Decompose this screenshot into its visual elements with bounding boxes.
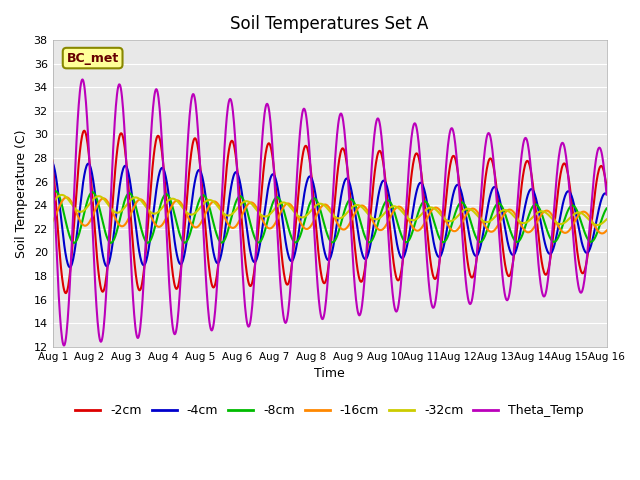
Line: -16cm: -16cm — [52, 197, 607, 233]
Title: Soil Temperatures Set A: Soil Temperatures Set A — [230, 15, 429, 33]
-16cm — [49, 218, 56, 224]
-16cm — [429, 205, 437, 211]
-2cm — [274, 208, 282, 214]
-32cm — [481, 219, 489, 225]
-4cm — [273, 182, 281, 188]
-16cm — [598, 230, 606, 236]
Theta_Temp — [49, 161, 56, 167]
-8cm — [70, 240, 77, 246]
Theta_Temp — [294, 161, 301, 167]
Theta_Temp — [79, 77, 86, 83]
-4cm — [49, 160, 56, 166]
-4cm — [481, 219, 489, 225]
Theta_Temp — [274, 238, 282, 244]
Legend: -2cm, -4cm, -8cm, -16cm, -32cm, Theta_Temp: -2cm, -4cm, -8cm, -16cm, -32cm, Theta_Te… — [70, 399, 589, 422]
-4cm — [293, 240, 301, 245]
-2cm — [62, 290, 70, 296]
Theta_Temp — [60, 343, 68, 348]
-4cm — [603, 191, 611, 197]
-16cm — [63, 194, 70, 200]
-2cm — [482, 173, 490, 179]
-2cm — [430, 276, 438, 281]
Theta_Temp — [430, 304, 438, 310]
-2cm — [294, 198, 301, 204]
Y-axis label: Soil Temperature (C): Soil Temperature (C) — [15, 129, 28, 258]
-16cm — [273, 216, 281, 222]
-8cm — [492, 203, 499, 209]
X-axis label: Time: Time — [314, 367, 345, 380]
Line: -4cm: -4cm — [52, 163, 607, 267]
-16cm — [106, 203, 114, 208]
-4cm — [106, 257, 114, 263]
-2cm — [81, 128, 88, 133]
-8cm — [106, 240, 114, 246]
-8cm — [294, 238, 301, 244]
-32cm — [603, 216, 611, 222]
-32cm — [58, 192, 65, 198]
-32cm — [273, 203, 281, 209]
-2cm — [492, 178, 499, 184]
Line: Theta_Temp: Theta_Temp — [52, 80, 607, 346]
Text: BC_met: BC_met — [67, 51, 119, 65]
Line: -8cm: -8cm — [52, 191, 607, 243]
-16cm — [293, 213, 301, 219]
-4cm — [492, 184, 499, 190]
-16cm — [492, 227, 499, 232]
-2cm — [603, 184, 611, 190]
-8cm — [274, 194, 282, 200]
-32cm — [106, 204, 114, 210]
-4cm — [66, 264, 74, 270]
Theta_Temp — [603, 192, 611, 197]
-4cm — [429, 239, 437, 245]
-32cm — [293, 212, 301, 218]
-32cm — [594, 222, 602, 228]
-2cm — [106, 230, 114, 236]
-8cm — [52, 188, 60, 194]
-32cm — [429, 205, 437, 211]
-8cm — [482, 231, 490, 237]
Theta_Temp — [482, 140, 490, 146]
Theta_Temp — [492, 184, 499, 190]
-2cm — [49, 158, 56, 164]
-32cm — [49, 200, 56, 206]
-8cm — [603, 205, 611, 211]
-8cm — [49, 191, 56, 197]
-16cm — [481, 223, 489, 229]
Line: -32cm: -32cm — [52, 195, 607, 225]
-16cm — [603, 228, 611, 233]
Theta_Temp — [106, 205, 114, 211]
Line: -2cm: -2cm — [52, 131, 607, 293]
-32cm — [492, 214, 499, 220]
-8cm — [430, 219, 438, 225]
